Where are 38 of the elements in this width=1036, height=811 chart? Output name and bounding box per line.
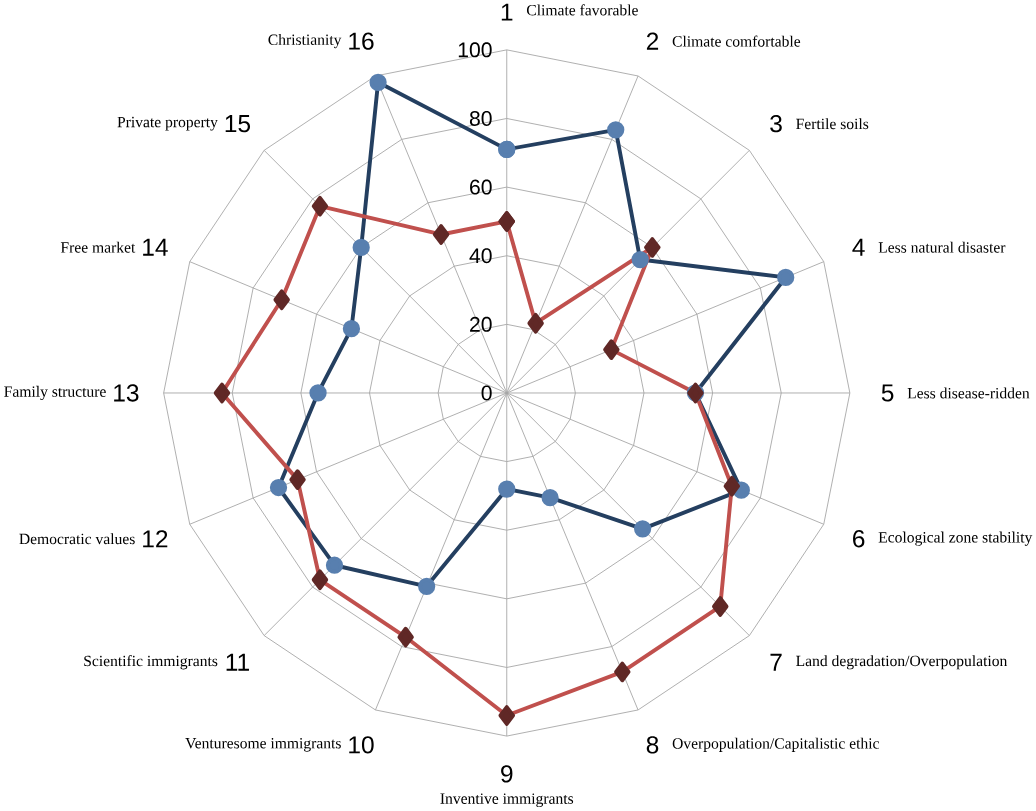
y-tick-label: 0	[481, 385, 492, 401]
y-tick-label: 100	[458, 42, 492, 58]
text: Fertile soils	[796, 118, 869, 130]
spoke-label: 4	[852, 238, 865, 256]
spoke-label: 1	[501, 3, 513, 21]
spoke-label: 2	[646, 32, 659, 50]
spoke-label: 14	[143, 238, 168, 256]
text: Venturesome immigrants	[185, 738, 341, 752]
spoke-label: 15	[225, 115, 251, 133]
text: Free market	[60, 241, 136, 253]
spoke-label: 9	[501, 765, 513, 783]
text: Family structure	[4, 385, 106, 401]
text: Inventive immigrants	[440, 793, 574, 808]
spoke-label: 5	[881, 384, 894, 402]
spoke-label: 11	[226, 653, 249, 671]
spoke-label: 16	[349, 32, 374, 50]
text: Climate favorable	[526, 4, 638, 16]
text: Christianity	[268, 34, 342, 49]
y-tick-label: 60	[470, 179, 492, 195]
spoke-label: 3	[770, 115, 782, 133]
y-tick-label: 80	[469, 111, 492, 127]
text: Ecological zone stability	[878, 531, 1033, 546]
text: Climate comfortable	[672, 35, 801, 47]
text: Democratic values	[19, 533, 135, 545]
spoke-label: 10	[349, 736, 374, 754]
text: Private property	[117, 116, 218, 131]
y-tick-label: 40	[469, 248, 492, 264]
spoke-label: 8	[646, 736, 659, 754]
text: Overpopulation/Capitalistic ethic	[672, 737, 879, 752]
text: Less disease-ridden	[907, 387, 1030, 399]
spoke-label: 6	[853, 530, 865, 548]
spoke-label: 13	[114, 384, 139, 402]
text: Scientific immigrants	[84, 655, 218, 670]
text: Less natural disaster	[878, 241, 1006, 253]
text: Land degradation/Overpopulation	[796, 655, 1008, 670]
spoke-label: 12	[143, 530, 168, 548]
spoke-label: 7	[770, 653, 782, 671]
y-tick-label: 20	[470, 316, 492, 332]
